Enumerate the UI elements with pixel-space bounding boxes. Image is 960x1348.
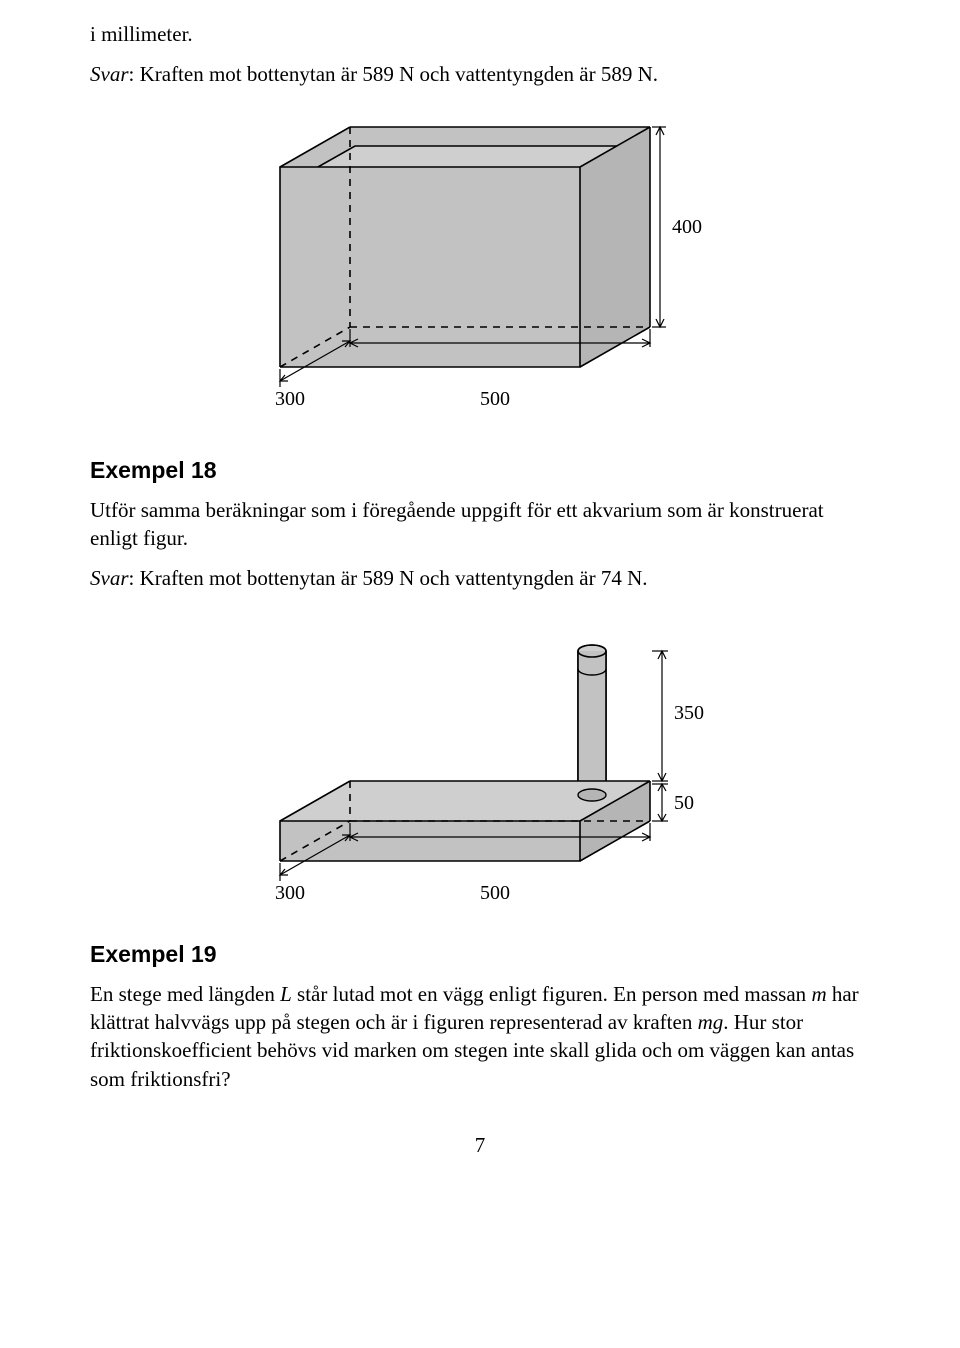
dim-width-label: 500 (480, 388, 510, 410)
example-18-heading: Exempel 18 (90, 457, 870, 484)
dim-pipe-height-label: 350 (674, 702, 704, 724)
ex19-part-0: En stege med längden (90, 982, 280, 1006)
svar-1: Svar: Kraften mot bottenytan är 589 N oc… (90, 60, 870, 88)
ex19-part-2: står lutad mot en vägg enligt figuren. E… (292, 982, 812, 1006)
dim-base-depth-label: 300 (275, 882, 305, 904)
pipe-tank-svg: 350 50 300 (220, 611, 740, 911)
intro-fragment: i millimeter. (90, 20, 870, 48)
dim-height: 400 (652, 127, 702, 327)
example-18-body: Utför samma beräkningar som i föregående… (90, 496, 870, 553)
ex19-part-5: mg (698, 1010, 724, 1034)
dim-base-height-label: 50 (674, 792, 694, 814)
pipe (578, 645, 606, 797)
ex19-part-3: m (811, 982, 826, 1006)
right-face (580, 127, 650, 367)
example-19-body: En stege med längden L står lutad mot en… (90, 980, 870, 1093)
dim-depth-label: 300 (275, 388, 305, 410)
dim-base-height: 50 (652, 784, 694, 821)
pipe-base-hole (578, 789, 606, 801)
svar-18-label: Svar (90, 566, 129, 590)
front-face (280, 167, 580, 367)
figure-pipe-tank: 350 50 300 (90, 611, 870, 911)
figure-aquarium: 400 300 500 (90, 107, 870, 427)
svar-18-text: : Kraften mot bottenytan är 589 N och va… (129, 566, 648, 590)
example-19-heading: Exempel 19 (90, 941, 870, 968)
dim-pipe-height: 350 (652, 651, 704, 781)
ex19-part-1: L (280, 982, 292, 1006)
dim-base-width-label: 500 (480, 882, 510, 904)
svar-label: Svar (90, 62, 129, 86)
dim-height-label: 400 (672, 216, 702, 238)
base-front (280, 821, 580, 861)
svar-text: : Kraften mot bottenytan är 589 N och va… (129, 62, 659, 86)
aquarium-svg: 400 300 500 (220, 107, 740, 427)
page: i millimeter. Svar: Kraften mot bottenyt… (0, 0, 960, 1218)
svar-18: Svar: Kraften mot bottenytan är 589 N oc… (90, 564, 870, 592)
page-number: 7 (90, 1133, 870, 1158)
